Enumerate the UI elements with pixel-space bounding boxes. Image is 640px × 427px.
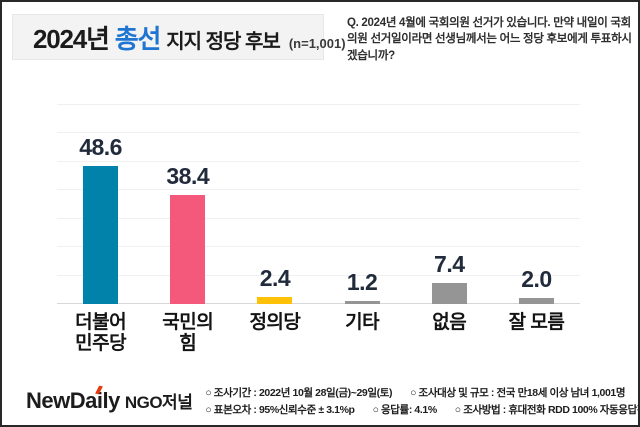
bar-group: 7.4 [406, 105, 493, 304]
category-label: 더불어 민주당 [57, 312, 144, 355]
survey-info-item: ○ 조사기간 : 2022년 10월 28일(금)~29일(토) [205, 387, 393, 399]
gridline [57, 104, 580, 105]
value-label: 2.0 [521, 266, 552, 293]
category-label: 기타 [319, 312, 406, 355]
gridline [57, 132, 580, 134]
survey-info-item: ○ 조사방법 : 휴대전화 RDD 100% 자동응답전화조사 [454, 404, 638, 416]
bar-group: 2.4 [231, 105, 318, 304]
title-year: 2024년 [33, 23, 110, 54]
page-title: 2024년 총선 지지 정당 후보 (n=1,001) [33, 19, 346, 56]
value-label: 7.4 [434, 250, 465, 277]
category-labels-row: 더불어 민주당 국민의 힘 정의당 기타 없음 잘 모름 [57, 312, 580, 355]
bar [344, 300, 380, 304]
category-label-line: 기타 [345, 312, 380, 333]
survey-info-line-2: ○ 표본오차 : 95%신뢰수준 ± 3.1%p ○ 응답률: 4.1% ○ 조사방… [205, 402, 638, 417]
gridline [57, 217, 580, 219]
footer: NewDaily NGO저널 ○ 조사기간 : 2022년 10월 28일(금)~… [26, 385, 638, 417]
survey-info: ○ 조사기간 : 2022년 10월 28일(금)~29일(토) ○ 조사대상 및… [205, 385, 638, 417]
title-highlight: 총선 [114, 23, 162, 54]
category-label: 국민의 힘 [144, 312, 231, 355]
value-label: 1.2 [346, 268, 378, 295]
title-box: 2024년 총선 지지 정당 후보 (n=1,001) [12, 14, 346, 60]
bar [257, 297, 293, 304]
bar-group: 2.0 [493, 105, 580, 304]
plot-area [57, 104, 580, 304]
bar [170, 194, 206, 304]
value-label: 2.4 [259, 265, 291, 292]
journal-name: NGO저널 [124, 393, 193, 412]
bar-group: 1.2 [319, 105, 406, 304]
sample-size: (n=1,001) [288, 35, 346, 51]
category-label-line: 국민의 [162, 312, 214, 333]
category-label-line: 민주당 [75, 333, 127, 355]
bar-group: 38.4 [144, 105, 231, 304]
value-label: 38.4 [166, 162, 210, 189]
gridline [57, 246, 580, 248]
bar [431, 282, 467, 304]
bar [518, 298, 554, 304]
category-label-line: 잘 모름 [508, 312, 565, 333]
gridline [57, 274, 580, 276]
survey-info-item: ○ 표본오차 : 95%신뢰수준 ± 3.1%p [205, 404, 355, 416]
category-label: 잘 모름 [493, 312, 580, 355]
category-label-line: 힘 [179, 333, 197, 355]
category-label: 정의당 [231, 312, 318, 355]
category-label: 없음 [406, 312, 493, 355]
value-label: 48.6 [79, 133, 122, 160]
category-label-line: 더불어 [75, 312, 127, 333]
newdaily-logo: NewDaily NGO저널 [26, 385, 193, 414]
bar-group: 48.6 [57, 105, 144, 304]
survey-info-item: ○ 응답률: 4.1% [372, 404, 438, 416]
survey-question: Q. 2024년 4월에 국회의원 선거가 있습니다. 만약 내일이 국회의원 … [347, 17, 632, 62]
survey-info-item: ○ 조사대상 및 규모 : 전국 만18세 이상 남녀 1,001명 [410, 387, 626, 399]
bar [83, 165, 119, 304]
title-subtitle: 지지 정당 후보 [166, 30, 281, 53]
bars-row: 48.6 38.4 2.4 1.2 7.4 2.0 [57, 105, 580, 304]
category-label-line: 정의당 [249, 312, 301, 333]
gridline [57, 160, 580, 162]
survey-info-line-1: ○ 조사기간 : 2022년 10월 28일(금)~29일(토) ○ 조사대상 및… [205, 385, 632, 400]
x-axis-baseline [57, 303, 580, 304]
category-label-line: 없음 [432, 312, 467, 333]
gridline [57, 189, 580, 191]
brand-name: NewDaily [26, 388, 120, 413]
